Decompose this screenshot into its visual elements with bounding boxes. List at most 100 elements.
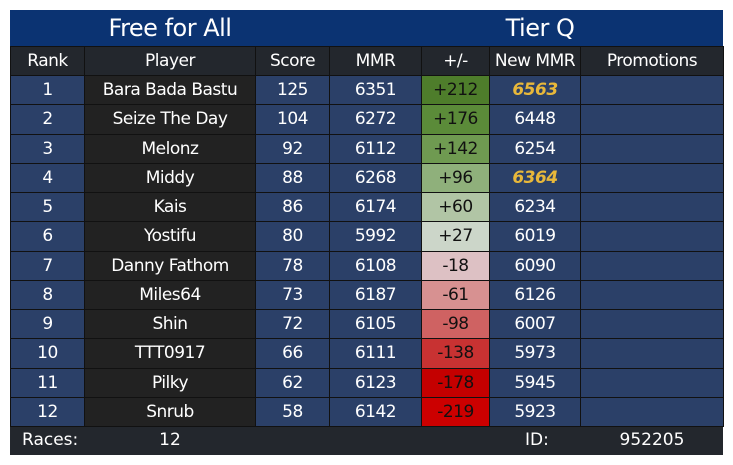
score: 78 <box>255 250 330 281</box>
column-header: Promotions <box>580 46 724 76</box>
promotions <box>580 309 724 340</box>
promotions <box>580 279 724 310</box>
new-mmr: 6234 <box>489 192 581 223</box>
score: 104 <box>255 104 330 135</box>
mmr: 6351 <box>329 75 422 106</box>
mmr-change: -178 <box>421 367 490 398</box>
column-header: MMR <box>329 46 422 76</box>
player: Bara Bada Bastu <box>84 75 256 106</box>
score: 86 <box>255 192 330 223</box>
new-mmr: 6254 <box>489 133 581 164</box>
rank: 12 <box>10 396 85 427</box>
player: Snrub <box>84 396 256 427</box>
mmr-change: -138 <box>421 338 490 369</box>
new-mmr: 6019 <box>489 221 581 252</box>
new-mmr: 5973 <box>489 338 581 369</box>
new-mmr: 6563 <box>489 75 581 106</box>
promotions <box>580 338 724 369</box>
column-header: New MMR <box>489 46 581 76</box>
mmr-change: +60 <box>421 192 490 223</box>
promotions <box>580 221 724 252</box>
mmr: 6268 <box>329 162 422 193</box>
header-left: Free for All <box>108 14 232 42</box>
promotions <box>580 192 724 223</box>
player: Seize The Day <box>84 104 256 135</box>
score: 66 <box>255 338 330 369</box>
player: Yostifu <box>84 221 256 252</box>
player: Miles64 <box>84 279 256 310</box>
new-mmr: 5945 <box>489 367 581 398</box>
rank: 11 <box>10 367 85 398</box>
score: 92 <box>255 133 330 164</box>
rank: 2 <box>10 104 85 135</box>
column-header: +/- <box>421 46 490 76</box>
rank: 3 <box>10 133 85 164</box>
races-label: Races: <box>22 430 79 450</box>
mmr: 6142 <box>329 396 422 427</box>
mmr-change: +27 <box>421 221 490 252</box>
mmr-change: +142 <box>421 133 490 164</box>
promotions <box>580 396 724 427</box>
column-header: Rank <box>10 46 85 76</box>
mmr: 6111 <box>329 338 422 369</box>
player: Shin <box>84 309 256 340</box>
player: Pilky <box>84 367 256 398</box>
promotions <box>580 75 724 106</box>
score: 58 <box>255 396 330 427</box>
mmr-change: -61 <box>421 279 490 310</box>
mmr-change: -98 <box>421 309 490 340</box>
races: 12 <box>159 430 181 450</box>
mmr: 6174 <box>329 192 422 223</box>
rank: 6 <box>10 221 85 252</box>
mmr-change: -18 <box>421 250 490 281</box>
new-mmr: 6126 <box>489 279 581 310</box>
id-label: ID: <box>525 430 549 450</box>
new-mmr: 5923 <box>489 396 581 427</box>
promotions <box>580 162 724 193</box>
promotions <box>580 104 724 135</box>
new-mmr: 6090 <box>489 250 581 281</box>
rank: 9 <box>10 309 85 340</box>
mmr: 6105 <box>329 309 422 340</box>
new-mmr: 6007 <box>489 309 581 340</box>
score: 88 <box>255 162 330 193</box>
rank: 4 <box>10 162 85 193</box>
rank: 5 <box>10 192 85 223</box>
player: Kais <box>84 192 256 223</box>
mmr: 5992 <box>329 221 422 252</box>
rank: 8 <box>10 279 85 310</box>
rank: 1 <box>10 75 85 106</box>
player: Middy <box>84 162 256 193</box>
column-header: Player <box>84 46 256 76</box>
mmr-change: +212 <box>421 75 490 106</box>
mmr: 6108 <box>329 250 422 281</box>
match-id: 952205 <box>619 430 685 450</box>
rank: 10 <box>10 338 85 369</box>
promotions <box>580 367 724 398</box>
rank: 7 <box>10 250 85 281</box>
column-header: Score <box>255 46 330 76</box>
promotions <box>580 250 724 281</box>
score: 72 <box>255 309 330 340</box>
mmr: 6187 <box>329 279 422 310</box>
mmr: 6272 <box>329 104 422 135</box>
footer-bar <box>10 426 723 455</box>
player: Melonz <box>84 133 256 164</box>
mmr: 6123 <box>329 367 422 398</box>
mmr-change: +176 <box>421 104 490 135</box>
score: 125 <box>255 75 330 106</box>
new-mmr: 6364 <box>489 162 581 193</box>
mmr-change: +96 <box>421 162 490 193</box>
score: 73 <box>255 279 330 310</box>
player: Danny Fathom <box>84 250 256 281</box>
promotions <box>580 133 724 164</box>
score: 80 <box>255 221 330 252</box>
mmr: 6112 <box>329 133 422 164</box>
header-bar <box>10 10 723 46</box>
player: TTT0917 <box>84 338 256 369</box>
new-mmr: 6448 <box>489 104 581 135</box>
score: 62 <box>255 367 330 398</box>
header-right: Tier Q <box>505 14 575 42</box>
mmr-change: -219 <box>421 396 490 427</box>
